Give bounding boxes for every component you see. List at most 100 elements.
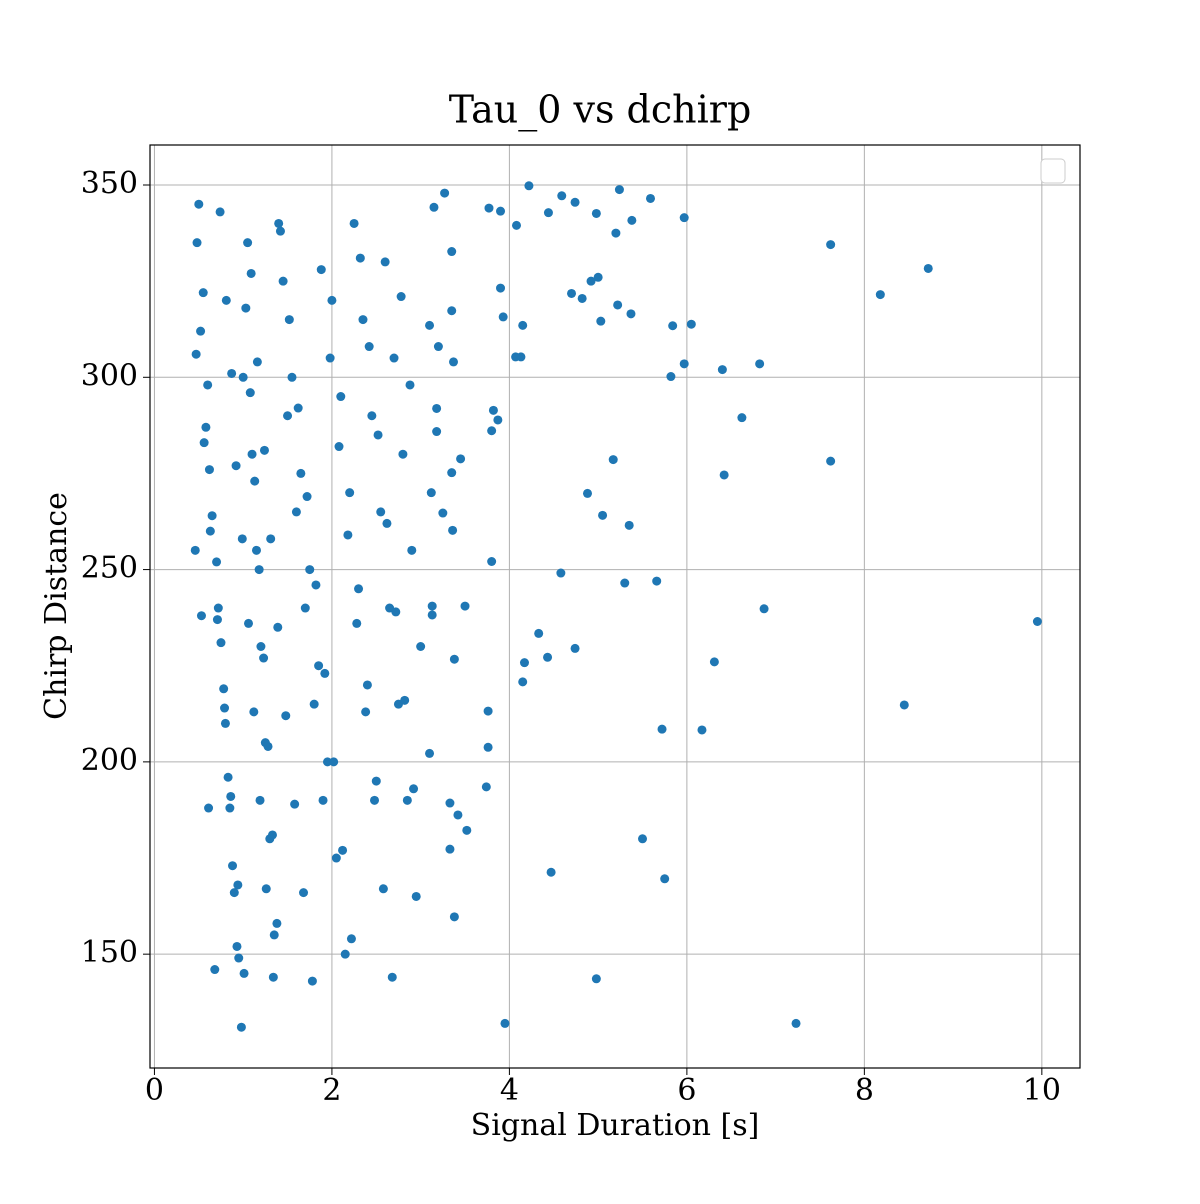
y-tick-label: 300 [81,358,138,393]
point [411,891,421,901]
point [487,426,497,436]
point [453,810,463,820]
point [591,974,601,984]
point [325,353,335,363]
point [462,825,472,835]
point [433,342,443,352]
point [343,530,353,540]
point [226,791,236,801]
point [1032,616,1042,626]
point [251,545,261,555]
point [299,888,309,898]
point [660,874,670,884]
point [291,507,301,517]
point [899,700,909,710]
point [511,220,521,230]
point [352,618,362,628]
point [484,203,494,213]
point [608,455,618,465]
point [259,445,269,455]
point [668,321,678,331]
point [255,795,265,805]
point [213,603,223,613]
point [227,368,237,378]
point [233,880,243,890]
point [570,643,580,653]
point [389,353,399,363]
point [302,492,312,502]
point [557,191,567,201]
point [322,757,332,767]
point [327,295,337,305]
chart-title: Tau_0 vs dchirp [449,88,752,133]
point [300,603,310,613]
point [241,303,251,313]
point [234,953,244,963]
point [570,197,580,207]
point [371,776,381,786]
point [259,653,269,663]
point [373,430,383,440]
point [311,580,321,590]
point [232,941,242,951]
point [192,238,202,248]
point [314,661,324,671]
point [204,803,214,813]
x-tick-label: 0 [145,1073,164,1108]
point [261,884,271,894]
point [387,972,397,982]
point [620,578,630,588]
point [591,208,601,218]
point [445,798,455,808]
x-tick-label: 6 [677,1073,696,1108]
point [380,257,390,267]
point [256,641,266,651]
point [201,422,211,432]
point [278,276,288,286]
plot-frame [149,144,1081,1069]
point [212,615,222,625]
point [447,306,457,316]
x-tick-label: 10 [1023,1073,1061,1108]
point [483,742,493,752]
point [274,218,284,228]
point [221,295,231,305]
point [196,611,206,621]
point [666,372,676,382]
y-tick-label: 250 [81,551,138,586]
point [246,268,256,278]
point [405,380,415,390]
point [272,918,282,928]
point [320,668,330,678]
x-tick-label: 8 [855,1073,874,1108]
point [518,677,528,687]
point [220,703,230,713]
point [396,292,406,302]
point [334,442,344,452]
point [577,293,587,303]
point [223,772,233,782]
point [268,972,278,982]
point [331,853,341,863]
point [239,968,249,978]
x-tick-label: 2 [322,1073,341,1108]
point [543,208,553,218]
point [645,193,655,203]
point [425,748,435,758]
point [340,949,350,959]
point [755,359,765,369]
point [346,934,356,944]
point [534,628,544,638]
point [498,312,508,322]
point [338,845,348,855]
point [449,912,459,922]
point [613,300,623,310]
point [238,372,248,382]
point [460,601,470,611]
point [367,411,377,421]
point [626,309,636,319]
point [231,461,241,471]
point [826,456,836,466]
point [216,638,226,648]
